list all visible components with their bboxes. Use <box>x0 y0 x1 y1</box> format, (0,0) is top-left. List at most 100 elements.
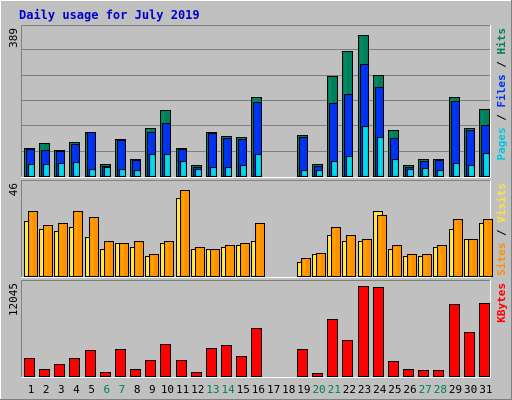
bar-visits-day-12-highlight <box>193 251 196 275</box>
bar-visits-day-2-highlight <box>41 231 44 275</box>
bar-visits-day-8-highlight <box>132 249 135 275</box>
bar-visits-day-11-highlight <box>178 200 181 275</box>
legend-entry-pages: Pages <box>495 127 508 160</box>
bar-files-day-19-highlight <box>301 139 304 175</box>
legend-separator: / <box>495 223 508 243</box>
bar-pages-day-29-highlight <box>455 165 458 175</box>
bar-kbytes-day-15-highlight <box>238 358 241 375</box>
bar-visits-day-28-highlight <box>435 249 438 275</box>
bar-pages-day-2-highlight <box>45 166 48 175</box>
bar-visits-day-20-highlight <box>314 256 317 275</box>
bar-pages-day-23-highlight <box>364 128 367 175</box>
day-label: 1 <box>28 383 35 396</box>
bar-kbytes-day-7-highlight <box>117 351 120 375</box>
day-label: 23 <box>358 383 371 396</box>
bar-kbytes-day-23-highlight <box>360 288 363 375</box>
bar-kbytes-day-19 <box>297 349 308 377</box>
bar-sites-day-22-highlight <box>348 237 351 275</box>
legend-separator: / <box>495 108 508 128</box>
bar-sites-day-23-highlight <box>364 241 367 275</box>
bar-sites-day-26-highlight <box>409 256 412 275</box>
bar-sites-day-12 <box>195 247 205 277</box>
bar-files-day-16-highlight <box>255 104 258 175</box>
bar-files-day-4-highlight <box>73 146 76 175</box>
bar-sites-day-1-highlight <box>30 213 33 275</box>
bar-kbytes-day-12-highlight <box>193 374 196 375</box>
bar-sites-day-4 <box>73 211 83 277</box>
legend-entry-visits: Visits <box>495 183 508 223</box>
bar-pages-day-16-highlight <box>257 156 260 175</box>
bar-sites-day-6 <box>104 241 114 277</box>
hits-files-pages-panel: 389 Pages / Files / Hits <box>7 25 508 178</box>
day-label: 17 <box>267 383 280 396</box>
bar-visits-day-3-highlight <box>56 233 59 275</box>
bar-pages-day-26-highlight <box>409 171 412 175</box>
bar-files-day-23-highlight <box>362 66 365 175</box>
bar-files-day-8-highlight <box>134 162 137 175</box>
bar-pages-day-8-highlight <box>136 172 139 175</box>
bar-files-day-1-highlight <box>28 151 31 175</box>
bar-files-day-7-highlight <box>119 142 122 175</box>
bar-kbytes-day-11-highlight <box>178 362 181 375</box>
bar-kbytes-day-20 <box>312 373 323 377</box>
bar-sites-day-29-highlight <box>455 221 458 275</box>
y-max-label: 46 <box>7 183 20 196</box>
bar-kbytes-day-8 <box>130 369 141 377</box>
bar-visits-day-22-highlight <box>344 243 347 275</box>
bar-visits-day-29-highlight <box>451 231 454 275</box>
bar-sites-day-19-highlight <box>303 260 306 275</box>
bar-sites-day-10-highlight <box>166 243 169 275</box>
bar-pages-day-20-highlight <box>318 172 321 175</box>
bar-visits-day-25-highlight <box>390 251 393 275</box>
day-label: 27 <box>419 383 432 396</box>
day-label: 5 <box>88 383 95 396</box>
bar-files-day-28-highlight <box>437 162 440 175</box>
bar-pages-day-31-highlight <box>485 155 488 175</box>
day-label: 26 <box>403 383 416 396</box>
bar-kbytes-day-10 <box>160 344 171 377</box>
day-label: 25 <box>388 383 401 396</box>
bar-kbytes-day-22 <box>342 340 353 377</box>
bar-sites-day-5-highlight <box>91 219 94 275</box>
bar-sites-day-3-highlight <box>60 225 63 275</box>
day-label: 15 <box>237 383 250 396</box>
bar-visits-day-1-highlight <box>26 223 29 275</box>
bar-sites-day-13 <box>210 249 220 277</box>
bar-visits-day-9-highlight <box>147 258 150 275</box>
day-label: 14 <box>221 383 235 396</box>
bar-kbytes-day-9-highlight <box>147 362 150 375</box>
bar-visits-day-10-highlight <box>162 245 165 275</box>
bar-sites-day-16 <box>255 223 265 277</box>
bar-sites-day-25-highlight <box>394 247 397 275</box>
bar-files-day-14-highlight <box>225 140 228 175</box>
bar-sites-day-29 <box>453 219 463 277</box>
bar-visits-day-27-highlight <box>420 258 423 275</box>
day-label: 29 <box>449 383 462 396</box>
bar-visits-day-6-highlight <box>102 251 105 275</box>
bar-kbytes-day-7 <box>115 349 126 377</box>
bar-kbytes-day-21-highlight <box>329 321 332 375</box>
day-label: 21 <box>328 383 341 396</box>
bar-kbytes-day-29 <box>449 304 460 377</box>
bar-sites-day-1 <box>28 211 38 277</box>
day-label: 19 <box>297 383 310 396</box>
day-label: 10 <box>161 383 174 396</box>
day-label: 30 <box>464 383 477 396</box>
bar-kbytes-day-26 <box>403 369 414 377</box>
bar-kbytes-day-16 <box>251 328 262 377</box>
bar-sites-day-27 <box>422 254 432 277</box>
day-label: 4 <box>73 383 80 396</box>
bar-kbytes-day-5-highlight <box>87 352 90 375</box>
day-label: 6 <box>103 383 110 396</box>
bar-sites-day-4-highlight <box>75 213 78 275</box>
kbytes-panel: 12045 KBytes <box>7 280 508 378</box>
bar-kbytes-day-5 <box>85 350 96 377</box>
bar-sites-day-22 <box>346 235 356 277</box>
bar-sites-day-15 <box>240 243 250 277</box>
bar-sites-day-14 <box>225 245 235 277</box>
bar-sites-day-19 <box>301 258 311 277</box>
bar-files-day-31-highlight <box>483 127 486 175</box>
bar-files-day-24-highlight <box>377 89 380 175</box>
bar-pages-day-10-highlight <box>166 156 169 175</box>
